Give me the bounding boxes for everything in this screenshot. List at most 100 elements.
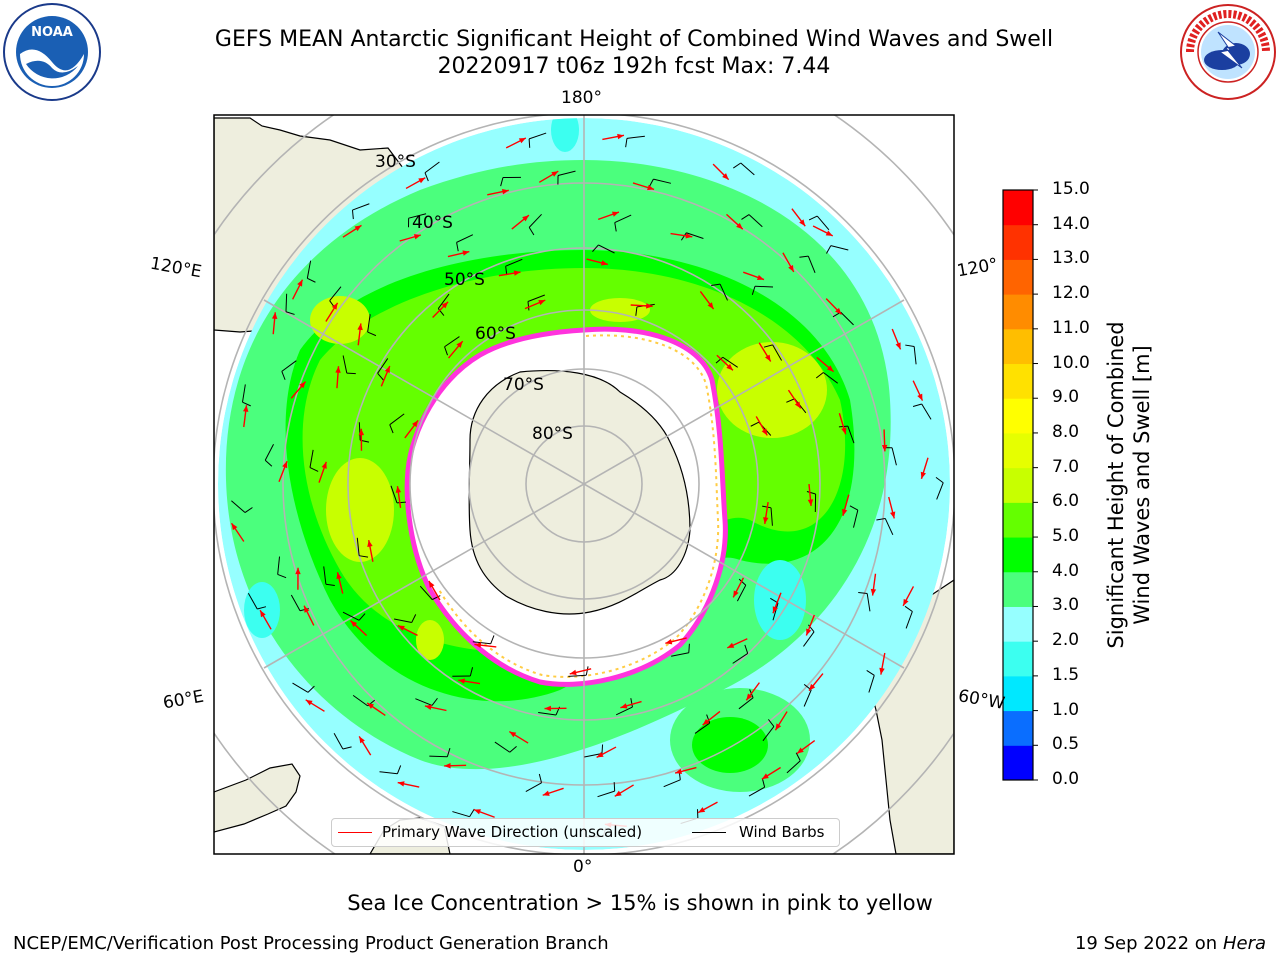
colorbar-tick-label: 12.0 [1052, 283, 1090, 304]
wave-arrow-head [685, 233, 693, 239]
wind-barb-flag [432, 595, 441, 601]
wind-barb [444, 336, 460, 348]
graticule [214, 115, 954, 854]
wind-barb-flag [711, 283, 721, 287]
wind-barb [568, 674, 587, 677]
colorbar-frame [1002, 189, 1034, 781]
wind-barb [390, 485, 398, 504]
wind-barb [472, 641, 491, 645]
wind-barb [719, 283, 728, 301]
wind-barb [853, 509, 859, 528]
wave-arrow-head [367, 540, 373, 548]
wind-barb-flag [635, 306, 638, 316]
wind-barb-flag [688, 643, 690, 653]
wind-barb-flag [815, 372, 824, 379]
wind-barb [367, 314, 371, 333]
wind-barb [722, 356, 738, 368]
wind-barb-flag [342, 746, 352, 750]
wind-barb [456, 234, 474, 243]
wind-barb-flag [706, 714, 711, 724]
colorbar-tick-label: 6.0 [1052, 491, 1080, 512]
wind-barb-flag [505, 266, 508, 276]
wave-arrow-head [675, 768, 683, 775]
wind-barb-flag [377, 372, 384, 381]
colorbar-tick-label: 15.0 [1052, 179, 1090, 199]
wind-barb-flag [849, 505, 859, 511]
wave-arrow-head [397, 625, 405, 631]
wave-arrow-head [722, 173, 729, 180]
wave-arrow-head [772, 606, 778, 614]
wind-barb [329, 286, 342, 302]
wind-barb-flag [767, 719, 775, 727]
colorbar-bin [1003, 710, 1033, 746]
wind-barb [306, 260, 312, 279]
wave-arrow-head [458, 678, 466, 684]
wind-barb [816, 215, 830, 231]
wind-barb [379, 771, 398, 775]
colorbar-bin [1003, 328, 1033, 365]
wind-barb [686, 232, 704, 239]
colorbar-tick-label: 7.0 [1052, 456, 1080, 477]
wind-barb [847, 426, 855, 444]
wave-arrow-head [456, 341, 463, 348]
wind-barb-flag [424, 172, 429, 182]
wind-barb [231, 500, 246, 513]
wave-arrow-head [620, 703, 628, 709]
wind-barb [807, 255, 816, 274]
wind-barb [615, 706, 633, 716]
wind-barb [528, 132, 547, 140]
colorbar-bin [1003, 641, 1033, 677]
wind-barb-flag [389, 424, 394, 434]
wave-arrow-head [596, 751, 604, 758]
colorbar-tick-label: 10.0 [1052, 352, 1090, 373]
wave-arrow-head [799, 219, 806, 227]
colorbar-bin [1003, 224, 1033, 260]
wave-arrow-head [920, 471, 926, 479]
wave-arrow-head [367, 702, 374, 709]
wind-barb-flag [738, 578, 747, 586]
wind-barb [884, 518, 894, 535]
wave-arrow-head [788, 264, 794, 272]
wind-barb [626, 135, 645, 139]
wave-arrow-head [727, 642, 735, 648]
wind-barb [891, 447, 897, 466]
wave-arrow-head [746, 693, 753, 701]
wave-arrow-head [835, 307, 842, 315]
wind-barbs [231, 132, 944, 838]
wave-arrow-head [336, 572, 342, 580]
wave-arrow-head [551, 171, 559, 177]
wind-barb-flag [307, 685, 315, 693]
wind-barb-flag [444, 346, 448, 356]
wind-barb [736, 584, 747, 602]
wave-arrow-head [707, 302, 714, 310]
wind-barb [840, 311, 854, 326]
wind-barb-flag [528, 138, 531, 148]
wind-barb [342, 355, 348, 374]
wave-arrow-head [428, 580, 435, 588]
wind-barb [352, 203, 370, 211]
wind-barb-flag [277, 573, 287, 579]
wind-barb [770, 507, 773, 526]
wind-barb-flag [367, 331, 377, 337]
wind-barb [754, 285, 774, 288]
wave-arrow-head [518, 137, 526, 144]
wind-barb [653, 178, 672, 184]
wave-arrow-head [282, 461, 288, 469]
wave-arrow-head [733, 590, 739, 598]
wind-barb-flag [905, 344, 915, 347]
wind-barb-flag [351, 210, 354, 220]
wind-barb-flag [904, 605, 913, 612]
wind-barb [247, 593, 258, 610]
wind-barb-flag [307, 277, 316, 283]
wind-barb-flag [826, 245, 832, 254]
wind-barb-flag [614, 222, 617, 232]
colorbar-bin [1003, 259, 1033, 295]
wind-barb [342, 611, 360, 621]
wave-arrow-head [357, 323, 363, 331]
wind-barb [264, 444, 274, 461]
wave-arrow-head [841, 508, 848, 516]
lat-label-50s: 50°S [444, 270, 485, 290]
wave-arrow-head [807, 499, 814, 506]
map-frame [213, 114, 955, 855]
wind-barb [694, 722, 711, 734]
